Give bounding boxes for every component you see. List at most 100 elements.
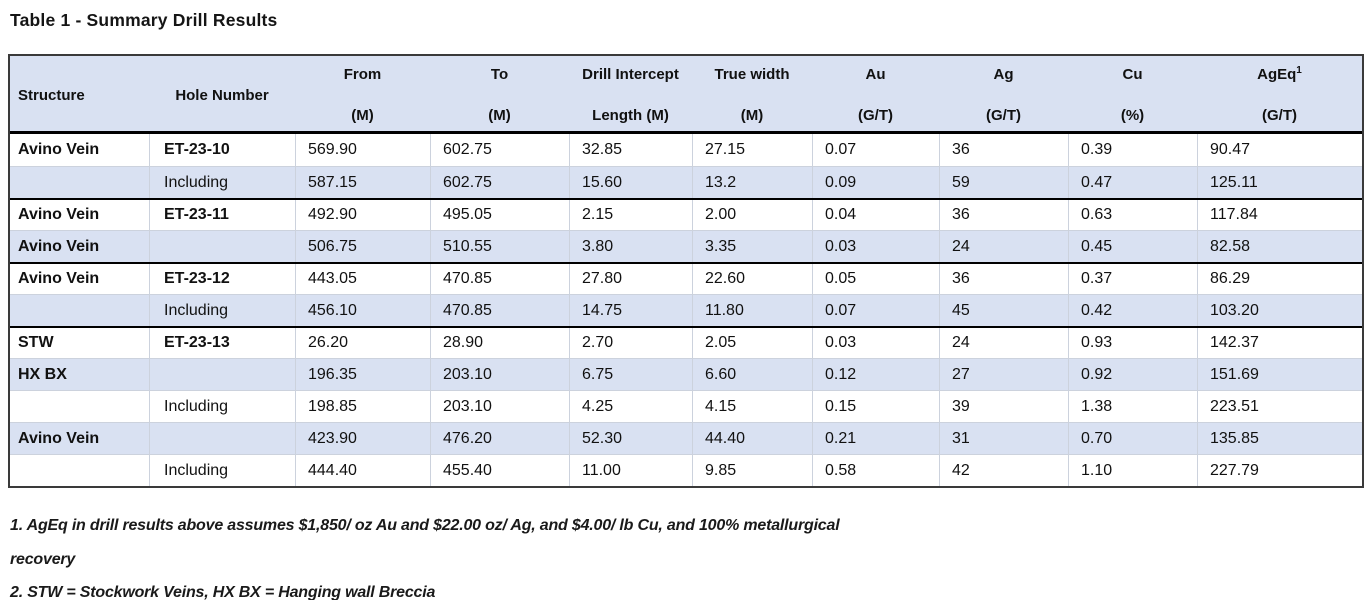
cell-value: 0.92 <box>1068 359 1197 390</box>
cell-value: 6.75 <box>569 359 692 390</box>
column-header-au: Au (G/T) <box>812 56 939 131</box>
cell-value: 59 <box>939 167 1068 198</box>
cell-value: 9.85 <box>692 455 812 486</box>
cell-value: 495.05 <box>430 200 569 230</box>
column-header-ag: Ag (G/T) <box>939 56 1068 131</box>
cell-value: 24 <box>939 231 1068 262</box>
cell-value: 587.15 <box>295 167 430 198</box>
column-header-label: True width <box>714 66 790 83</box>
column-header-label: Structure <box>18 86 85 104</box>
cell-value: 44.40 <box>692 423 812 454</box>
cell-value: 0.63 <box>1068 200 1197 230</box>
cell-hole-number: ET-23-12 <box>149 264 295 294</box>
footnotes: 1. AgEq in drill results above assumes $… <box>10 509 1372 600</box>
cell-value: 2.00 <box>692 200 812 230</box>
footnote-marker: 1 <box>1296 65 1302 76</box>
cell-value: 0.37 <box>1068 264 1197 294</box>
column-header-true-width: True width (M) <box>692 56 812 131</box>
table-row: Including 587.15 602.75 15.60 13.2 0.09 59 0.47… <box>10 166 1362 198</box>
cell-value: 0.15 <box>812 391 939 422</box>
column-header-hole-number: Hole Number <box>149 56 295 131</box>
cell-value: 45 <box>939 295 1068 326</box>
table-row: Including 198.85 203.10 4.25 4.15 0.15 39 1.38 2… <box>10 390 1362 422</box>
cell-value: 470.85 <box>430 264 569 294</box>
cell-value: 0.03 <box>812 328 939 358</box>
cell-value: 0.21 <box>812 423 939 454</box>
cell-structure: STW <box>18 334 54 351</box>
cell-value: 602.75 <box>430 167 569 198</box>
table-row: STW ET-23-13 26.20 28.90 2.70 2.05 0.03 24 0.93 1… <box>10 326 1362 358</box>
cell-structure <box>10 455 149 486</box>
cell-value: 0.09 <box>812 167 939 198</box>
cell-value: 0.93 <box>1068 328 1197 358</box>
column-header-drill-intercept: Drill Intercept Length (M) <box>569 56 692 131</box>
column-header-unit: (M) <box>351 107 374 124</box>
column-header-unit: (M) <box>740 107 764 124</box>
cell-value: 14.75 <box>569 295 692 326</box>
cell-value: 2.70 <box>569 328 692 358</box>
cell-value: 86.29 <box>1197 264 1362 294</box>
column-header-cu: Cu (%) <box>1068 56 1197 131</box>
table-row: Including 456.10 470.85 14.75 11.80 0.07 45 0.4… <box>10 294 1362 326</box>
cell-value: 3.35 <box>692 231 812 262</box>
cell-hole-number: Including <box>149 295 295 326</box>
cell-value: 13.2 <box>692 167 812 198</box>
cell-value: 227.79 <box>1197 455 1362 486</box>
table-row: Avino Vein ET-23-11 492.90 495.05 2.15 2.00 0.… <box>10 198 1362 230</box>
cell-value: 443.05 <box>295 264 430 294</box>
drill-results-table: Structure Hole Number From (M) To (M) Drill In… <box>8 54 1364 488</box>
column-header-unit: Length (M) <box>592 107 669 124</box>
column-header-unit: (G/T) <box>1262 107 1297 124</box>
cell-value: 196.35 <box>295 359 430 390</box>
cell-value: 125.11 <box>1197 167 1362 198</box>
cell-value: 3.80 <box>569 231 692 262</box>
cell-value: 103.20 <box>1197 295 1362 326</box>
cell-value: 203.10 <box>430 391 569 422</box>
table-row: HX BX 196.35 203.10 6.75 6.60 0.12 27 0.92 151.6… <box>10 358 1362 390</box>
cell-value: 0.39 <box>1068 134 1197 166</box>
cell-value: 36 <box>939 134 1068 166</box>
cell-hole-number: ET-23-11 <box>149 200 295 230</box>
cell-value: 135.85 <box>1197 423 1362 454</box>
cell-hole-number <box>149 231 295 262</box>
cell-value: 2.15 <box>569 200 692 230</box>
cell-value: 0.45 <box>1068 231 1197 262</box>
cell-value: 0.04 <box>812 200 939 230</box>
cell-value: 456.10 <box>295 295 430 326</box>
table-row: Avino Vein 423.90 476.20 52.30 44.40 0.21 31 0.… <box>10 422 1362 454</box>
cell-value: 0.58 <box>812 455 939 486</box>
cell-hole-number: Including <box>149 455 295 486</box>
cell-value: 11.00 <box>569 455 692 486</box>
cell-structure: Avino Vein <box>18 237 100 255</box>
column-header-unit: (G/T) <box>986 107 1021 124</box>
cell-value: 470.85 <box>430 295 569 326</box>
cell-value: 82.58 <box>1197 231 1362 262</box>
column-header-to: To (M) <box>430 56 569 131</box>
cell-value: 15.60 <box>569 167 692 198</box>
column-header-label: Hole Number <box>175 86 269 104</box>
cell-value: 90.47 <box>1197 134 1362 166</box>
cell-value: 0.03 <box>812 231 939 262</box>
cell-hole-number: Including <box>149 167 295 198</box>
cell-hole-number: Including <box>149 391 295 422</box>
table-row: Including 444.40 455.40 11.00 9.85 0.58 42 1.10… <box>10 454 1362 486</box>
column-header-unit: (%) <box>1120 107 1145 124</box>
cell-value: 0.42 <box>1068 295 1197 326</box>
cell-value: 27.80 <box>569 264 692 294</box>
column-header-label: AgEq1 <box>1257 65 1302 84</box>
cell-value: 0.05 <box>812 264 939 294</box>
cell-value: 1.10 <box>1068 455 1197 486</box>
cell-hole-number: ET-23-13 <box>149 328 295 358</box>
cell-value: 31 <box>939 423 1068 454</box>
column-header-ageq: AgEq1 (G/T) <box>1197 56 1362 131</box>
cell-value: 198.85 <box>295 391 430 422</box>
cell-structure <box>10 167 149 198</box>
column-header-structure: Structure <box>10 56 149 131</box>
cell-value: 1.38 <box>1068 391 1197 422</box>
cell-structure <box>10 295 149 326</box>
cell-value: 602.75 <box>430 134 569 166</box>
cell-value: 476.20 <box>430 423 569 454</box>
cell-hole-number <box>149 359 295 390</box>
table-row: Avino Vein ET-23-12 443.05 470.85 27.80 22.60… <box>10 262 1362 294</box>
